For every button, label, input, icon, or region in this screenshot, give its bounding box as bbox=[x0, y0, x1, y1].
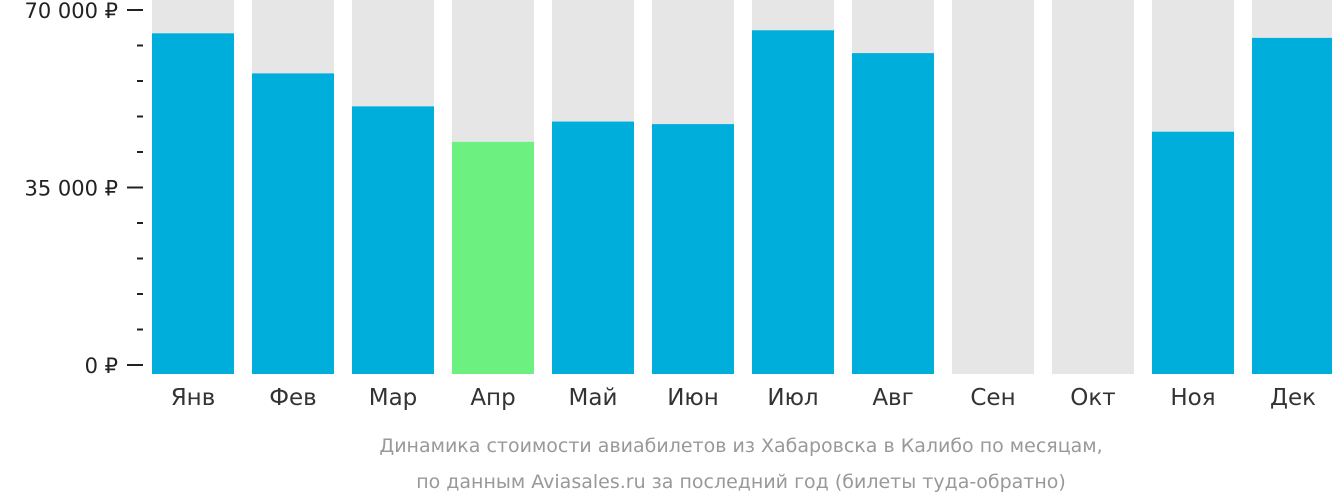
y-tick-label: 70 000 ₽ bbox=[24, 0, 118, 23]
y-tick-label: 0 ₽ bbox=[85, 354, 118, 378]
bar-12[interactable] bbox=[1252, 37, 1332, 375]
bar-11[interactable] bbox=[1152, 131, 1234, 374]
bar-6[interactable] bbox=[652, 124, 734, 374]
x-tick-label: Дек bbox=[1270, 385, 1316, 411]
x-tick-label: Окт bbox=[1070, 385, 1115, 411]
bar-background-9 bbox=[952, 0, 1034, 374]
y-tick-label: 35 000 ₽ bbox=[24, 177, 118, 201]
bar-background-10 bbox=[1052, 0, 1134, 374]
x-tick-label: Июн bbox=[667, 385, 719, 411]
chart-caption-line-1: Динамика стоимости авиабилетов из Хабаро… bbox=[379, 435, 1102, 457]
bar-8[interactable] bbox=[852, 53, 934, 374]
x-tick-label: Июл bbox=[767, 385, 818, 411]
bar-2[interactable] bbox=[252, 73, 334, 375]
bar-1[interactable] bbox=[152, 33, 234, 374]
x-axis: Янв Фев Мар Апр Май Июн Июл Авг Сен Окт Ноя Дек bbox=[171, 385, 1316, 411]
x-tick-label: Янв bbox=[171, 385, 216, 411]
x-tick-label: Фев bbox=[269, 385, 317, 411]
x-tick-label: Ноя bbox=[1170, 385, 1215, 411]
x-tick-label: Май bbox=[569, 385, 618, 411]
bar-7[interactable] bbox=[752, 30, 834, 375]
y-axis: 0 ₽ 35 000 ₽ 70 000 ₽ bbox=[24, 0, 143, 378]
x-tick-label: Авг bbox=[872, 385, 913, 411]
data-bars bbox=[152, 30, 1332, 375]
x-tick-label: Сен bbox=[970, 385, 1015, 411]
x-tick-label: Мар bbox=[369, 385, 418, 411]
chart-caption-line-2: по данным Aviasales.ru за последний год … bbox=[416, 471, 1066, 493]
bar-4[interactable] bbox=[452, 141, 534, 374]
bar-5[interactable] bbox=[552, 121, 634, 374]
bar-3[interactable] bbox=[352, 106, 434, 374]
x-tick-label: Апр bbox=[470, 385, 515, 411]
